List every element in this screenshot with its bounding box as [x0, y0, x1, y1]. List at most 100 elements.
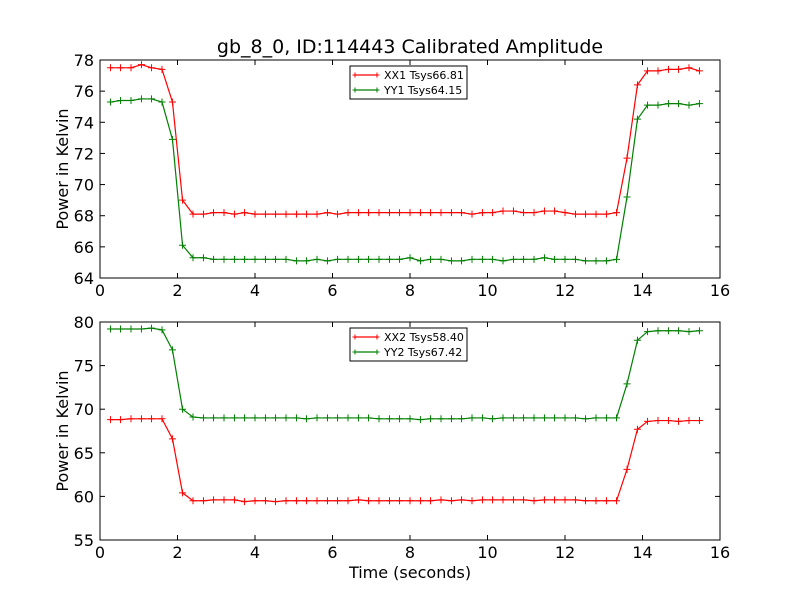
- data-point: [520, 209, 528, 217]
- data-point: [168, 346, 176, 354]
- data-point: [458, 257, 466, 265]
- data-point: [282, 210, 290, 218]
- data-point: [489, 209, 497, 217]
- data-point: [375, 209, 383, 217]
- series-line-2: [110, 98, 700, 262]
- data-point: [695, 327, 703, 335]
- x-tick-label: 2: [172, 543, 182, 562]
- data-point: [499, 257, 507, 265]
- y-tick-label: 74: [74, 113, 94, 132]
- data-point: [210, 496, 218, 504]
- data-point: [375, 415, 383, 423]
- data-point: [509, 414, 517, 422]
- y-tick-label: 55: [74, 531, 94, 550]
- data-point: [416, 257, 424, 265]
- x-tick-label: 6: [327, 543, 337, 562]
- data-point: [127, 96, 135, 104]
- data-point: [127, 415, 135, 423]
- data-point: [261, 210, 269, 218]
- x-tick-label: 4: [250, 281, 260, 300]
- data-point: [509, 207, 517, 215]
- data-point: [447, 415, 455, 423]
- data-point: [540, 254, 548, 262]
- data-point: [447, 257, 455, 265]
- data-point: [571, 255, 579, 263]
- data-point: [478, 496, 486, 504]
- data-point: [623, 154, 631, 162]
- data-point: [137, 61, 145, 69]
- data-point: [179, 241, 187, 249]
- data-point: [230, 496, 238, 504]
- x-tick-label: 14: [632, 543, 652, 562]
- data-point: [354, 255, 362, 263]
- data-point: [613, 497, 621, 505]
- x-tick-label: 10: [477, 281, 497, 300]
- legend-box: [349, 65, 468, 100]
- data-point: [582, 210, 590, 218]
- data-point: [251, 210, 259, 218]
- data-point: [137, 325, 145, 333]
- x-tick-label: 6: [327, 281, 337, 300]
- y-tick-label: 72: [74, 144, 94, 163]
- data-point: [633, 336, 641, 344]
- data-point: [592, 414, 600, 422]
- data-point: [220, 209, 228, 217]
- data-point: [303, 497, 311, 505]
- data-point: [282, 414, 290, 422]
- data-point: [633, 425, 641, 433]
- data-point: [427, 497, 435, 505]
- data-point: [303, 210, 311, 218]
- data-point: [509, 255, 517, 263]
- data-point: [117, 325, 125, 333]
- data-point: [551, 255, 559, 263]
- x-tick-label: 12: [555, 543, 575, 562]
- data-point: [644, 101, 652, 109]
- x-tick-label: 0: [95, 281, 105, 300]
- data-point: [313, 255, 321, 263]
- series-line-1: [110, 64, 700, 215]
- data-point: [292, 497, 300, 505]
- data-point: [127, 64, 135, 72]
- data-point: [520, 496, 528, 504]
- data-point: [303, 257, 311, 265]
- x-tick-label: 12: [555, 281, 575, 300]
- data-point: [571, 496, 579, 504]
- data-point: [530, 497, 538, 505]
- data-point: [623, 193, 631, 201]
- data-point: [251, 255, 259, 263]
- data-point: [406, 209, 414, 217]
- data-point: [220, 496, 228, 504]
- data-point: [292, 257, 300, 265]
- data-point: [272, 498, 280, 506]
- data-point: [551, 414, 559, 422]
- y-tick-label: 80: [74, 313, 94, 332]
- data-point: [664, 100, 672, 108]
- data-point: [499, 414, 507, 422]
- data-point: [406, 254, 414, 262]
- data-point: [375, 497, 383, 505]
- data-point: [592, 497, 600, 505]
- data-point: [179, 405, 187, 413]
- data-point: [602, 414, 610, 422]
- data-point: [458, 415, 466, 423]
- data-point: [365, 414, 373, 422]
- series-line-1: [110, 418, 700, 503]
- data-point: [241, 414, 249, 422]
- data-point: [241, 209, 249, 217]
- data-point: [489, 496, 497, 504]
- series-markers-1: [106, 415, 703, 506]
- x-tick-label: 2: [172, 281, 182, 300]
- data-point: [230, 210, 238, 218]
- data-point: [695, 67, 703, 75]
- data-point: [241, 498, 249, 506]
- data-point: [509, 496, 517, 504]
- data-point: [675, 327, 683, 335]
- data-point: [685, 417, 693, 425]
- data-point: [106, 98, 114, 106]
- data-point: [365, 497, 373, 505]
- data-point: [385, 255, 393, 263]
- data-point: [179, 489, 187, 497]
- data-point: [675, 65, 683, 73]
